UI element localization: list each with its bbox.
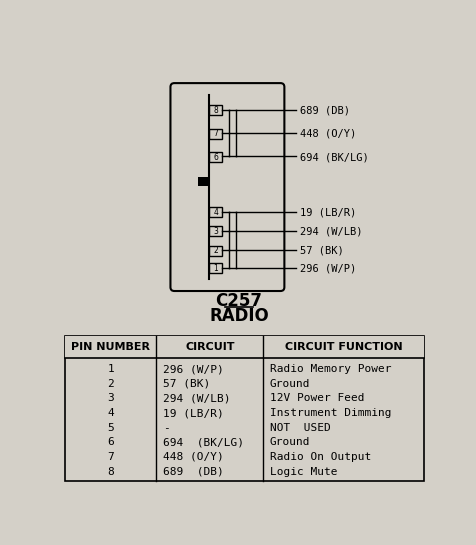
Text: 2: 2 xyxy=(213,246,218,256)
Text: 19 (LB/R): 19 (LB/R) xyxy=(299,208,356,217)
Text: PIN NUMBER: PIN NUMBER xyxy=(71,342,150,352)
Text: 3: 3 xyxy=(107,393,114,403)
Text: 8: 8 xyxy=(213,106,218,116)
Text: 296 (W/P): 296 (W/P) xyxy=(299,264,356,274)
Bar xyxy=(65,336,423,358)
Text: CIRCUIT FUNCTION: CIRCUIT FUNCTION xyxy=(284,342,402,352)
Text: C257: C257 xyxy=(215,292,262,310)
Text: 1: 1 xyxy=(107,364,114,374)
Text: 689  (DB): 689 (DB) xyxy=(162,467,223,476)
Text: 57 (BK): 57 (BK) xyxy=(299,246,343,256)
Text: -: - xyxy=(162,423,169,433)
Bar xyxy=(209,207,222,217)
Text: 689 (DB): 689 (DB) xyxy=(299,106,349,116)
Text: 294 (W/LB): 294 (W/LB) xyxy=(162,393,230,403)
Text: 1: 1 xyxy=(213,264,218,273)
Text: 6: 6 xyxy=(107,437,114,447)
Text: 19 (LB/R): 19 (LB/R) xyxy=(162,408,223,418)
Text: RADIO: RADIO xyxy=(208,307,268,325)
Text: Radio On Output: Radio On Output xyxy=(269,452,370,462)
Text: Ground: Ground xyxy=(269,379,309,389)
Text: 294 (W/LB): 294 (W/LB) xyxy=(299,227,362,237)
Text: 448 (O/Y): 448 (O/Y) xyxy=(299,129,356,139)
Text: 448 (O/Y): 448 (O/Y) xyxy=(162,452,223,462)
Text: NOT  USED: NOT USED xyxy=(269,423,330,433)
Text: 296 (W/P): 296 (W/P) xyxy=(162,364,223,374)
Text: Logic Mute: Logic Mute xyxy=(269,467,337,476)
Bar xyxy=(209,152,222,162)
Text: Ground: Ground xyxy=(269,437,309,447)
Bar xyxy=(209,105,222,116)
Bar xyxy=(209,129,222,138)
Bar xyxy=(209,226,222,237)
Text: 57 (BK): 57 (BK) xyxy=(162,379,209,389)
Text: CIRCUIT: CIRCUIT xyxy=(185,342,234,352)
Text: 8: 8 xyxy=(107,467,114,476)
Text: Radio Memory Power: Radio Memory Power xyxy=(269,364,390,374)
Text: 5: 5 xyxy=(107,423,114,433)
Text: 4: 4 xyxy=(107,408,114,418)
Text: 7: 7 xyxy=(213,129,218,138)
Bar xyxy=(209,246,222,256)
Text: 3: 3 xyxy=(213,227,218,236)
Text: 7: 7 xyxy=(107,452,114,462)
Text: 12V Power Feed: 12V Power Feed xyxy=(269,393,363,403)
Text: 694 (BK/LG): 694 (BK/LG) xyxy=(299,152,368,162)
Text: 2: 2 xyxy=(107,379,114,389)
Bar xyxy=(209,263,222,273)
Text: 694  (BK/LG): 694 (BK/LG) xyxy=(162,437,243,447)
Bar xyxy=(65,336,423,481)
FancyBboxPatch shape xyxy=(170,83,284,291)
Text: Instrument Dimming: Instrument Dimming xyxy=(269,408,390,418)
Text: 4: 4 xyxy=(213,208,218,217)
Text: 6: 6 xyxy=(213,153,218,161)
Bar xyxy=(198,177,207,186)
